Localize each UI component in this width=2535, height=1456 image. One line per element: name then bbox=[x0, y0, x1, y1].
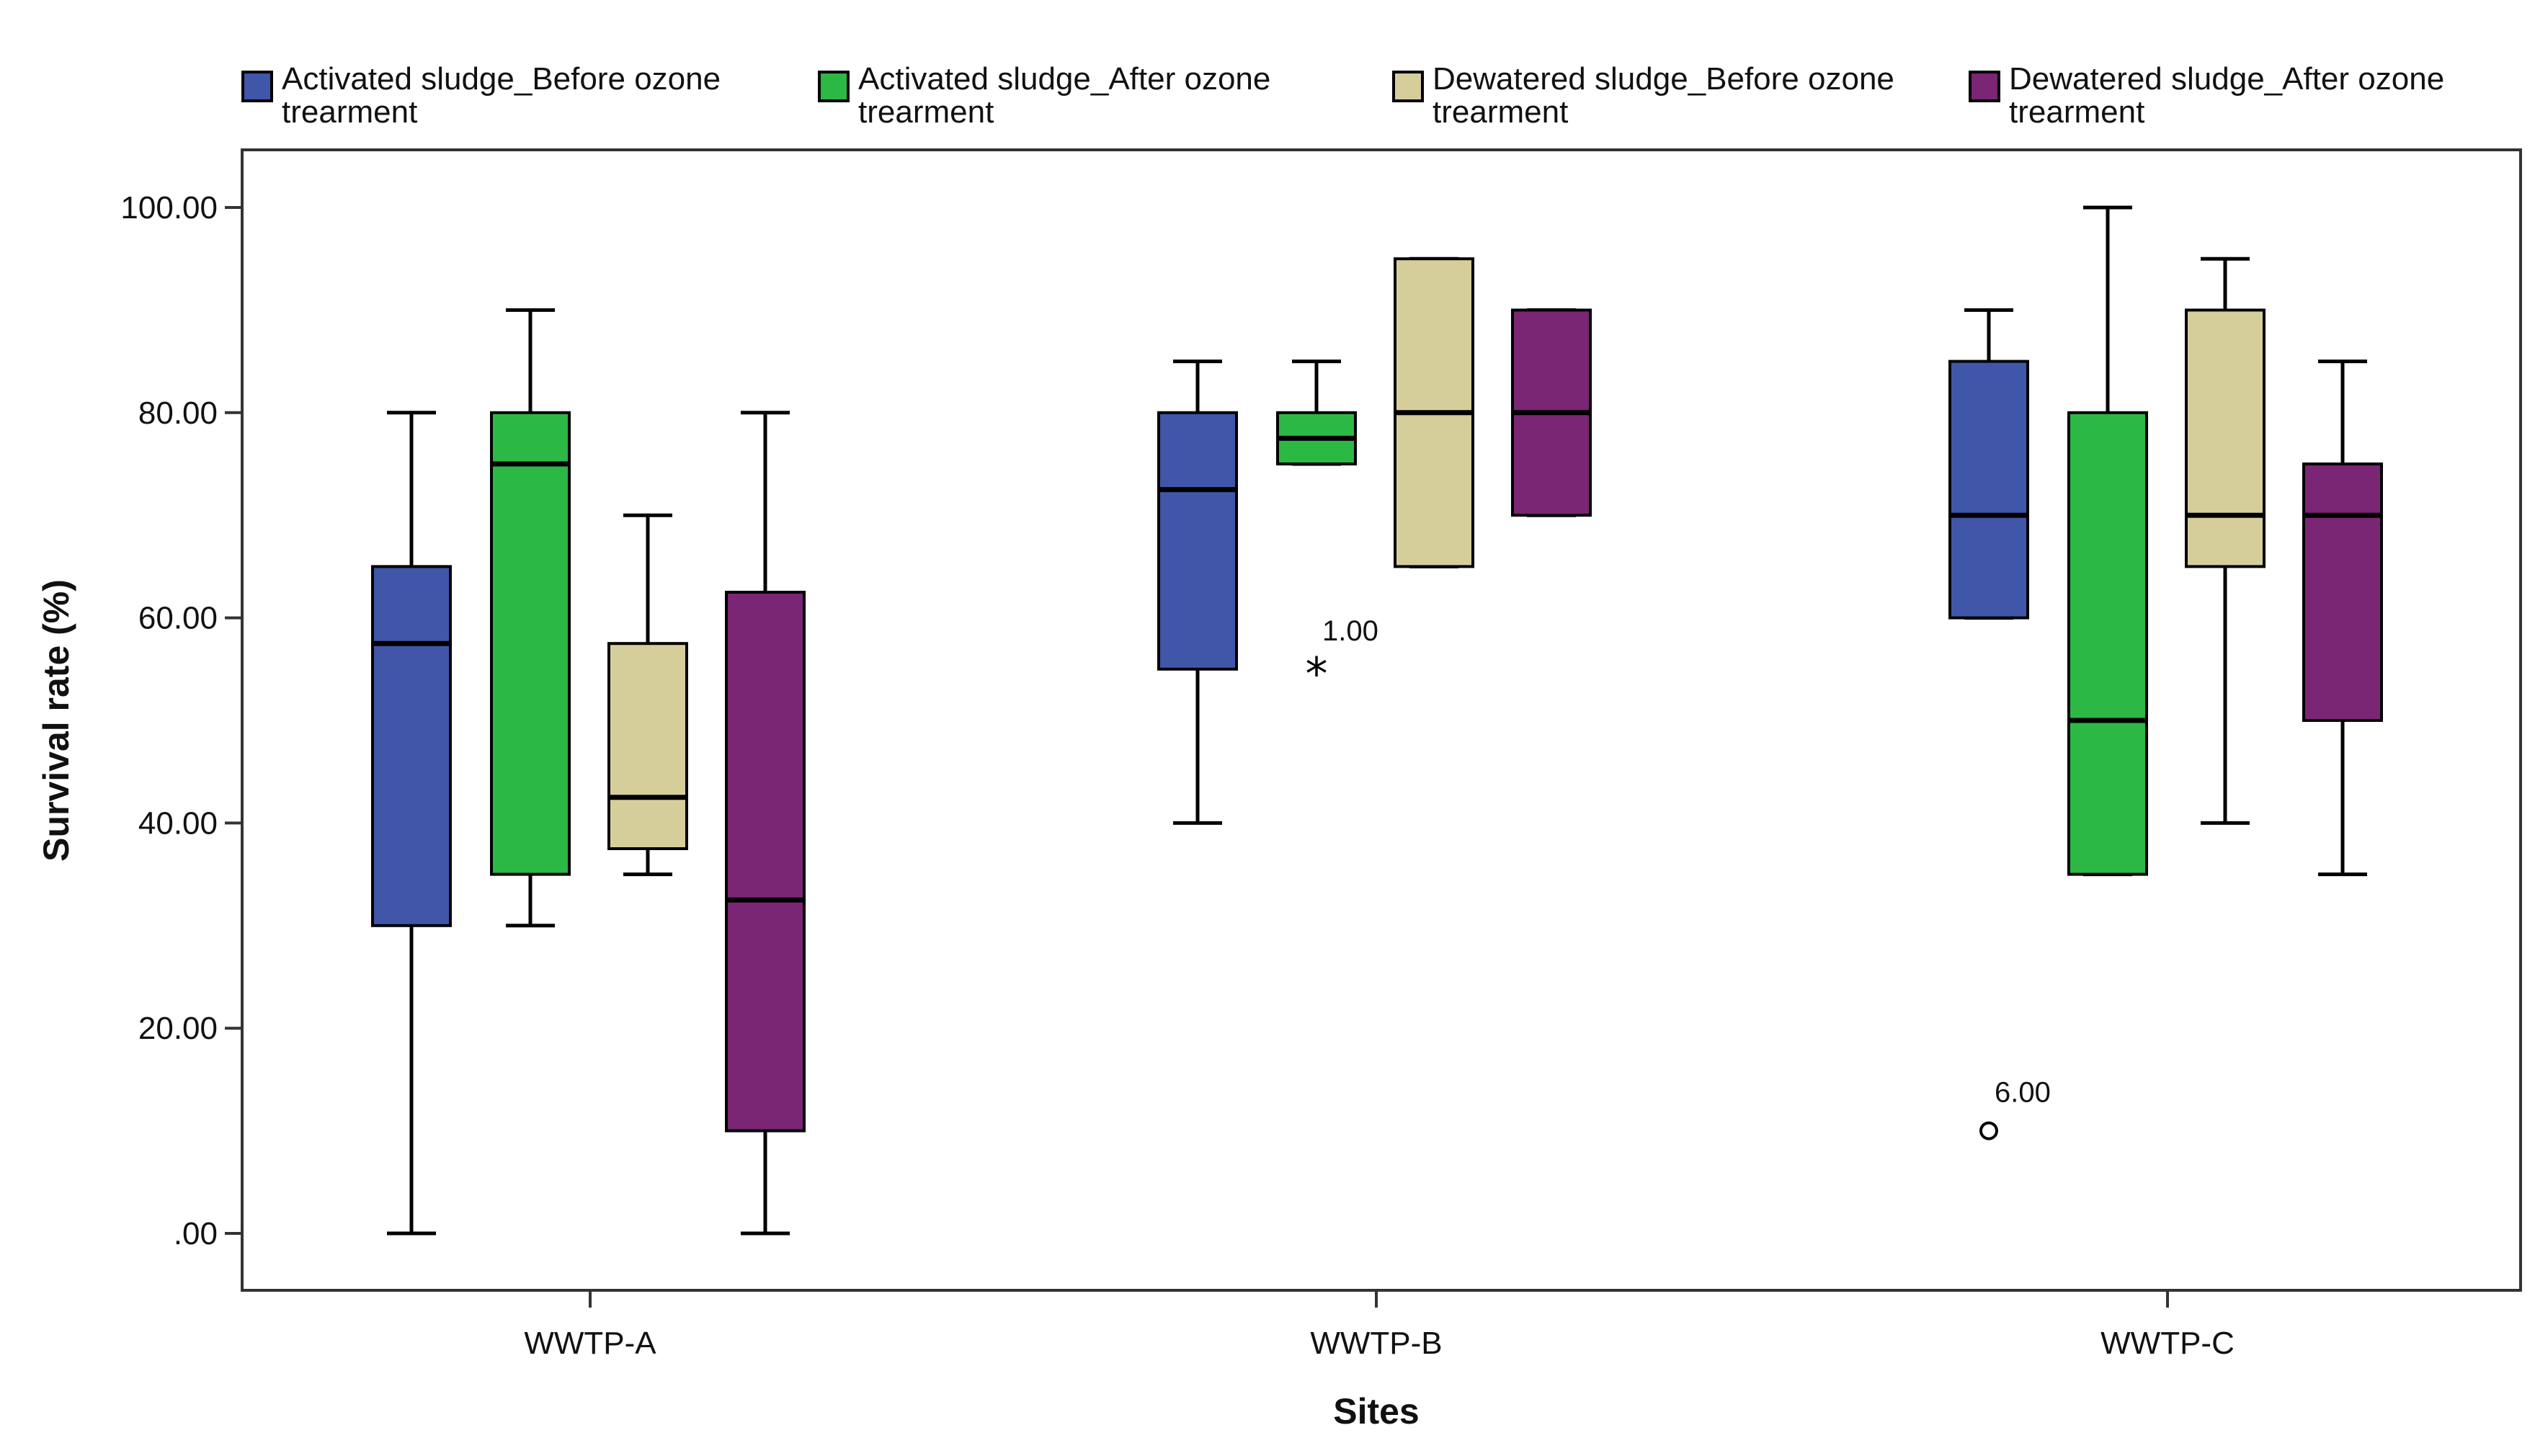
box-wwtp-a-series-1 bbox=[371, 411, 452, 1236]
legend-label: Dewatered sludge_After ozone trearment bbox=[2009, 61, 2444, 130]
outlier-label: 6.00 bbox=[1995, 1077, 2051, 1109]
legend-label: Activated sludge_After ozone trearment bbox=[858, 61, 1270, 130]
outlier-circle-marker bbox=[1979, 1121, 1998, 1140]
plot-area-frame bbox=[241, 148, 2522, 1292]
x-tick-label: WWTP-C bbox=[2100, 1326, 2235, 1361]
legend-label: Dewatered sludge_Before ozone trearment bbox=[1433, 61, 1894, 130]
y-tick-label: 40.00 bbox=[138, 805, 218, 841]
box-wwtp-b-series-1 bbox=[1157, 359, 1238, 825]
box-wwtp-c-series-1 bbox=[1948, 308, 2029, 620]
y-axis-title: Survival rate (%) bbox=[36, 579, 76, 862]
box-iqr bbox=[490, 411, 571, 876]
legend-swatch bbox=[1969, 71, 2000, 102]
y-tick-label: 60.00 bbox=[138, 601, 218, 636]
box-iqr bbox=[1157, 411, 1238, 671]
box-iqr bbox=[2067, 411, 2148, 876]
box-wwtp-a-series-3 bbox=[607, 513, 688, 877]
box-iqr bbox=[2185, 308, 2266, 568]
y-tick-label: 80.00 bbox=[138, 396, 218, 431]
box-wwtp-a-series-4 bbox=[725, 411, 806, 1236]
x-axis: WWTP-A WWTP-B WWTP-C bbox=[524, 1290, 2235, 1361]
outlier-group: *1.00 6.00 bbox=[1306, 615, 2051, 1140]
legend-label: Activated sludge_Before ozone trearment bbox=[282, 61, 721, 130]
box-series-group bbox=[371, 205, 2383, 1236]
box-wwtp-c-series-2 bbox=[2067, 205, 2148, 877]
box-iqr bbox=[607, 642, 688, 850]
box-wwtp-a-series-2 bbox=[490, 308, 571, 928]
legend-swatch bbox=[1392, 71, 1424, 102]
box-iqr bbox=[2302, 463, 2383, 722]
x-tick-label: WWTP-A bbox=[524, 1326, 656, 1361]
legend-swatch bbox=[818, 71, 850, 102]
legend-swatch bbox=[241, 71, 273, 102]
box-wwtp-b-series-3 bbox=[1394, 256, 1474, 568]
legend-item-4: Dewatered sludge_After ozone trearment bbox=[1969, 61, 2444, 130]
x-tick-label: WWTP-B bbox=[1310, 1326, 1442, 1361]
box-wwtp-b-series-4 bbox=[1511, 308, 1592, 517]
box-iqr bbox=[1948, 359, 2029, 620]
y-tick-label: 20.00 bbox=[138, 1011, 218, 1046]
box-wwtp-c-series-3 bbox=[2185, 256, 2266, 825]
y-tick-label: .00 bbox=[174, 1216, 218, 1251]
box-wwtp-c-series-4 bbox=[2302, 359, 2383, 877]
outlier-label: 1.00 bbox=[1322, 615, 1378, 647]
box-iqr bbox=[725, 591, 806, 1133]
y-tick-label: 100.00 bbox=[120, 190, 218, 225]
y-axis: .00 20.00 40.00 60.00 80.00 100.00 bbox=[120, 190, 242, 1251]
legend: Activated sludge_Before ozone trearment Ac… bbox=[241, 61, 2444, 130]
legend-item-3: Dewatered sludge_Before ozone trearment bbox=[1392, 61, 1894, 130]
box-wwtp-b-series-2 bbox=[1276, 359, 1357, 466]
box-iqr bbox=[371, 565, 452, 927]
legend-item-2: Activated sludge_After ozone trearment bbox=[818, 61, 1270, 130]
legend-item-1: Activated sludge_Before ozone trearment bbox=[241, 61, 721, 130]
outlier-star-marker: * bbox=[1306, 648, 1328, 700]
x-axis-title: Sites bbox=[1333, 1391, 1420, 1432]
